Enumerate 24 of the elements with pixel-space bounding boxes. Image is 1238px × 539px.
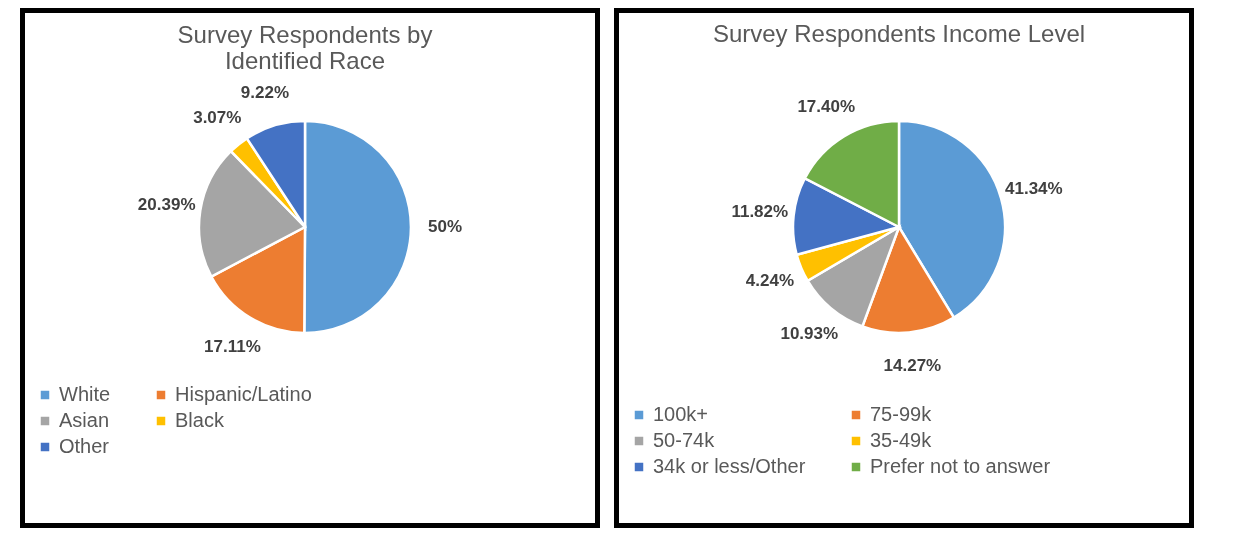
chart-title: Survey Respondents Income Level <box>712 20 1086 47</box>
legend-label: 75-99k <box>870 403 933 425</box>
data-label: 10.93% <box>780 324 839 344</box>
legend-label: Other <box>59 435 110 457</box>
legend-label: Asian <box>59 409 110 431</box>
data-label: 14.27% <box>883 356 942 376</box>
legend-label: 100k+ <box>653 403 709 425</box>
legend-label: 50-74k <box>653 429 716 451</box>
data-label: 41.34% <box>1005 179 1063 199</box>
data-label: 9.22% <box>240 82 290 102</box>
data-label: 11.82% <box>731 202 789 222</box>
chart-title: Survey Respondents by Identified Race <box>177 20 433 74</box>
data-label: 17.11% <box>204 336 261 356</box>
legend-label: Black <box>175 409 225 431</box>
data-label: 4.24% <box>745 271 795 291</box>
data-label: 50% <box>427 217 463 237</box>
data-label: 17.40% <box>797 97 856 117</box>
data-label: 20.39% <box>137 195 196 215</box>
legend-label: White <box>59 383 111 405</box>
legend-label: Hispanic/Latino <box>175 383 312 405</box>
legend-label: 34k or less/Other <box>653 455 806 477</box>
legend-label: 35-49k <box>870 429 933 451</box>
legend-label: Prefer not to answer <box>870 455 1051 477</box>
data-label: 3.07% <box>193 107 242 127</box>
